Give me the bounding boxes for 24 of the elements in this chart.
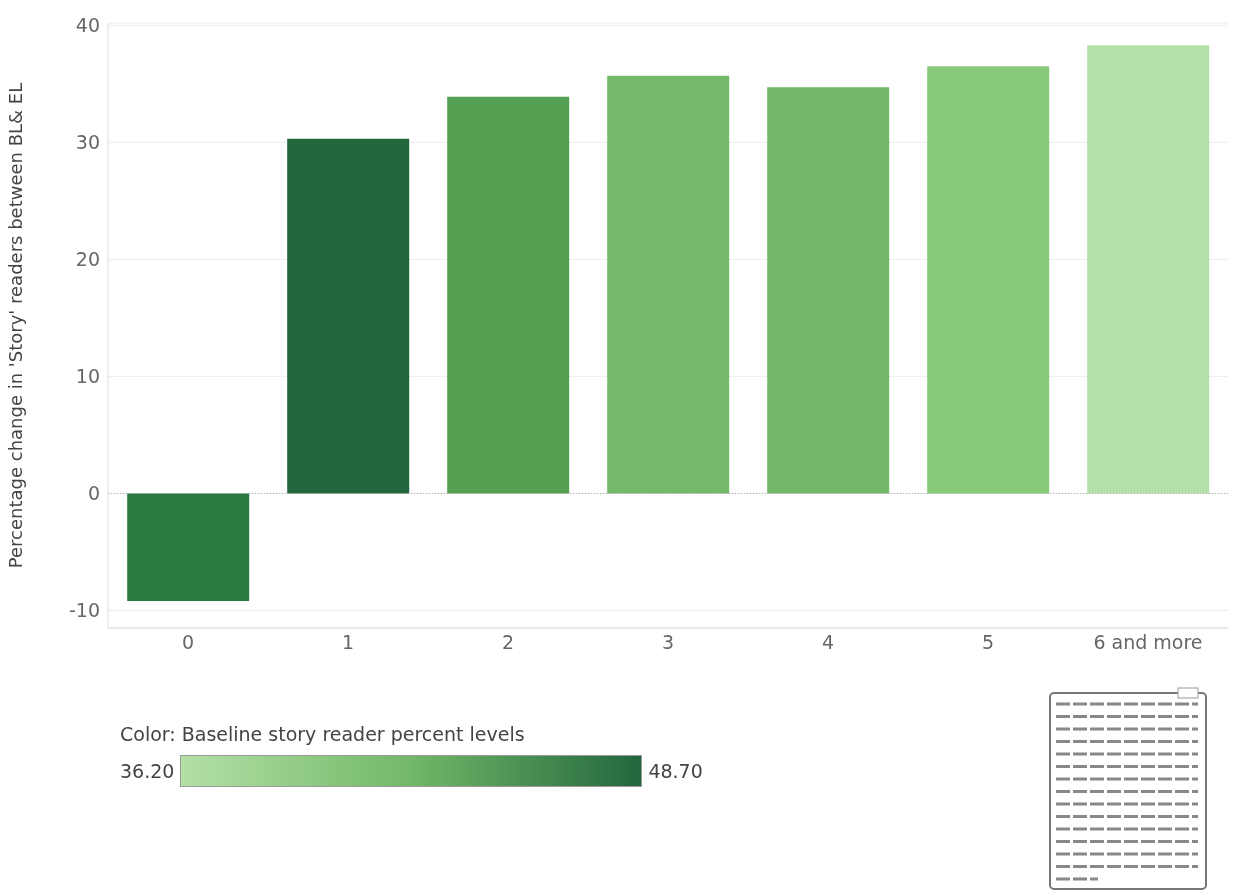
bar — [607, 75, 730, 494]
x-tick-label: 0 — [181, 631, 195, 654]
bar — [287, 138, 410, 494]
color-bar-label: 36.20 — [120, 760, 175, 782]
x-tick-label: 4 — [821, 631, 835, 654]
bar — [767, 87, 890, 494]
y-tick-label: 40 — [75, 14, 100, 37]
x-tick-label: 2 — [501, 631, 515, 654]
bar — [127, 493, 250, 602]
y-axis-title: Percentage change in 'Story' readers between BL& EL — [5, 82, 27, 569]
bar — [447, 96, 570, 494]
bar — [1087, 45, 1210, 494]
y-tick-label: 20 — [75, 248, 100, 271]
y-tick-label: -10 — [68, 599, 100, 622]
y-tick-label: 10 — [75, 365, 100, 388]
bar — [927, 66, 1050, 494]
color-bar-label: 48.70 — [648, 760, 703, 782]
color-bar-title: Color: Baseline story reader percent levels — [120, 723, 526, 745]
x-tick-label: 6 and more — [1093, 631, 1203, 654]
x-tick-label: 3 — [661, 631, 675, 654]
x-tick-label: 1 — [341, 631, 355, 654]
y-tick-label: 0 — [87, 482, 100, 505]
x-tick-label: 5 — [981, 631, 995, 654]
y-tick-label: 30 — [75, 131, 100, 154]
